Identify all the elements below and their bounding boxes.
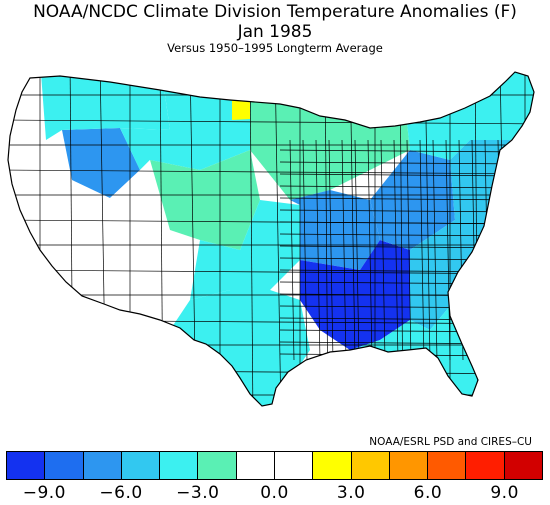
region-great-plains bbox=[190, 200, 300, 300]
legend-tick-label: −6.0 bbox=[99, 483, 143, 503]
division-boundary bbox=[354, 139, 360, 361]
legend-swatch bbox=[388, 452, 428, 479]
division-boundary bbox=[367, 139, 373, 361]
division-boundary bbox=[419, 139, 425, 361]
division-boundary bbox=[432, 139, 438, 361]
division-boundary bbox=[406, 139, 412, 361]
credit-text: NOAA/ESRL PSD and CIRES–CU bbox=[369, 436, 532, 448]
legend-tick-label: −3.0 bbox=[176, 483, 220, 503]
region-pacific-northwest-interior bbox=[40, 72, 170, 140]
us-outline bbox=[7, 71, 535, 407]
legend-swatch bbox=[235, 452, 274, 479]
division-boundary bbox=[279, 161, 521, 165]
map-period: Jan 1985 bbox=[237, 22, 313, 42]
us-anomaly-map bbox=[7, 71, 535, 407]
division-boundary bbox=[497, 139, 503, 361]
legend-tick-label: 6.0 bbox=[413, 483, 443, 503]
division-boundary bbox=[445, 139, 451, 361]
legend-swatch bbox=[197, 452, 236, 479]
legend-swatch bbox=[273, 452, 313, 479]
division-boundary bbox=[279, 185, 521, 189]
region-southern-rockies bbox=[150, 150, 260, 250]
division-boundary bbox=[341, 139, 347, 361]
legend-swatch bbox=[465, 452, 504, 479]
legend-tick-label: 0.0 bbox=[260, 483, 289, 503]
division-boundary bbox=[274, 72, 282, 406]
division-boundary bbox=[328, 139, 334, 361]
map-subtitle: Versus 1950–1995 Longterm Average bbox=[167, 41, 383, 55]
legend-swatch bbox=[44, 452, 83, 479]
division-boundary bbox=[249, 72, 254, 406]
division-boundary bbox=[315, 139, 321, 361]
legend-swatch bbox=[82, 452, 121, 479]
division-boundary bbox=[380, 139, 386, 361]
legend-tick-label: −9.0 bbox=[22, 483, 66, 503]
region-great-basin bbox=[40, 160, 170, 304]
legend-tick-label: 9.0 bbox=[490, 483, 519, 503]
legend-swatch bbox=[427, 452, 466, 479]
legend-swatch bbox=[159, 452, 198, 479]
legend-tick-label: 3.0 bbox=[336, 483, 366, 503]
region-washington-coast bbox=[8, 72, 46, 150]
division-boundary bbox=[510, 139, 516, 361]
map-title: NOAA/NCDC Climate Division Temperature A… bbox=[33, 2, 517, 22]
division-boundary bbox=[279, 353, 521, 357]
division-boundary bbox=[8, 169, 534, 175]
legend-swatch bbox=[120, 452, 160, 479]
legend-swatch bbox=[350, 452, 389, 479]
legend-swatch bbox=[312, 452, 351, 479]
division-boundary bbox=[289, 139, 295, 361]
legend-ticks: −9.0 −6.0 −3.0 0.0 3.0 6.0 9.0 bbox=[0, 483, 550, 505]
legend-swatch bbox=[503, 452, 542, 479]
region-idaho-oregon-basin bbox=[62, 128, 140, 198]
legend-swatch bbox=[7, 452, 45, 479]
division-boundary bbox=[279, 173, 521, 177]
division-boundary bbox=[302, 139, 308, 361]
color-legend bbox=[6, 451, 543, 480]
region-texas bbox=[170, 290, 310, 406]
division-boundary bbox=[279, 149, 521, 153]
division-boundary bbox=[8, 119, 534, 125]
region-southwest bbox=[104, 230, 200, 330]
division-boundary bbox=[279, 221, 521, 225]
division-boundary bbox=[279, 197, 521, 201]
division-boundary bbox=[279, 209, 521, 213]
division-boundary bbox=[393, 139, 399, 361]
